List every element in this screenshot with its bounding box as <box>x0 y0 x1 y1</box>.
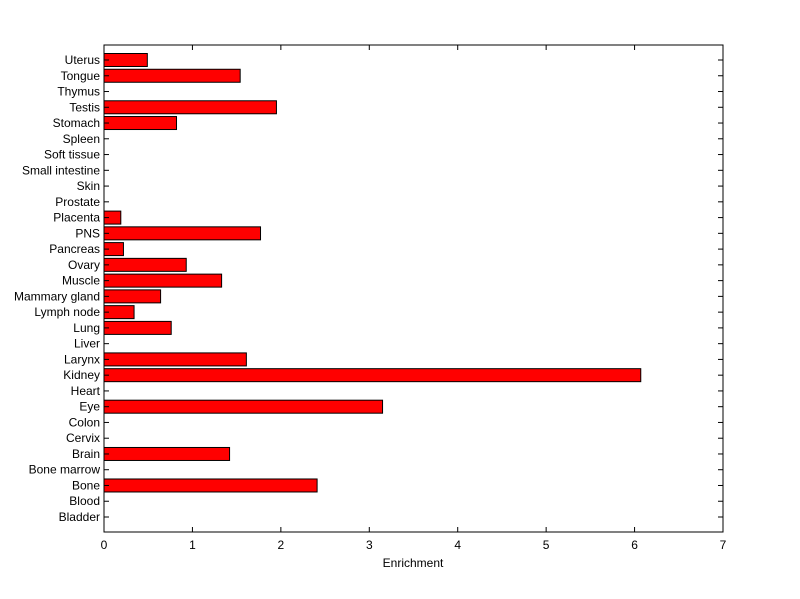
y-tick-label: Bone marrow <box>29 463 101 477</box>
y-tick-label: Testis <box>69 100 100 114</box>
y-tick-label: Cervix <box>66 431 100 445</box>
bar <box>103 68 241 83</box>
y-tick-label: Kidney <box>63 368 100 382</box>
y-tick-label: Thymus <box>57 85 100 99</box>
bar <box>103 320 172 335</box>
bar <box>103 478 318 493</box>
y-tick-label: PNS <box>75 226 100 240</box>
y-tick-label: Colon <box>69 415 100 429</box>
x-tick-label: 7 <box>720 538 727 552</box>
y-tick-label: Muscle <box>62 274 100 288</box>
y-tick-label: Blood <box>69 494 100 508</box>
bar <box>103 116 178 131</box>
y-tick-label: Prostate <box>55 195 100 209</box>
x-tick-label: 2 <box>278 538 285 552</box>
x-tick-label: 6 <box>631 538 638 552</box>
y-tick-label: Liver <box>74 337 100 351</box>
x-tick-label: 3 <box>366 538 373 552</box>
y-tick-label: Larynx <box>64 352 100 366</box>
y-tick-label: Brain <box>72 447 100 461</box>
y-tick-label: Uterus <box>65 53 100 67</box>
y-tick-label: Eye <box>79 400 100 414</box>
y-tick-label: Pancreas <box>49 242 100 256</box>
y-tick-label: Lymph node <box>34 305 100 319</box>
bar <box>103 257 187 272</box>
bar <box>103 53 148 67</box>
bar <box>103 226 262 241</box>
x-axis-label: Enrichment <box>383 556 444 570</box>
y-tick-label: Heart <box>71 384 101 398</box>
x-tick-label: 5 <box>543 538 550 552</box>
y-tick-label: Skin <box>77 179 100 193</box>
bar <box>103 399 384 414</box>
y-tick-label: Bladder <box>59 510 100 524</box>
y-tick-label: Small intestine <box>22 163 100 177</box>
y-tick-label: Bone <box>72 478 100 492</box>
bars-group <box>103 53 642 493</box>
y-tick-label: Ovary <box>68 258 100 272</box>
y-tick-label: Spleen <box>63 132 100 146</box>
x-tick-label: 4 <box>454 538 461 552</box>
y-tick-label: Lung <box>73 321 100 335</box>
y-tick-label: Stomach <box>53 116 100 130</box>
bar <box>103 289 162 304</box>
bar <box>103 273 223 288</box>
x-tick-label: 1 <box>189 538 196 552</box>
y-tick-label: Placenta <box>53 211 100 225</box>
y-tick-label: Soft tissue <box>44 148 100 162</box>
x-tick-label: 0 <box>101 538 108 552</box>
x-ticks-group: 0 1 2 3 4 5 6 7 <box>101 45 727 552</box>
bar <box>103 100 277 115</box>
y-tick-label: Tongue <box>61 69 101 83</box>
bar <box>103 368 642 383</box>
y-tick-label: Mammary gland <box>14 289 100 303</box>
bar <box>103 352 247 367</box>
bar <box>103 446 231 461</box>
